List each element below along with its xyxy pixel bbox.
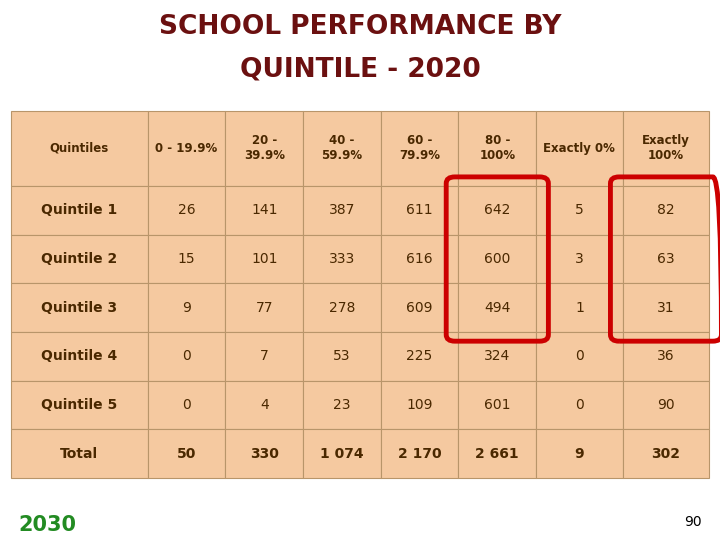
Text: Quintile 5: Quintile 5 bbox=[41, 398, 117, 412]
Text: 278: 278 bbox=[329, 301, 355, 315]
Text: 2 661: 2 661 bbox=[475, 447, 519, 461]
Text: Quintiles: Quintiles bbox=[50, 142, 109, 155]
Text: 63: 63 bbox=[657, 252, 675, 266]
Text: 225: 225 bbox=[407, 349, 433, 363]
Text: 36: 36 bbox=[657, 349, 675, 363]
Text: 53: 53 bbox=[333, 349, 351, 363]
Text: QUINTILE - 2020: QUINTILE - 2020 bbox=[240, 57, 480, 83]
Text: 101: 101 bbox=[251, 252, 277, 266]
Text: 330: 330 bbox=[250, 447, 279, 461]
Text: 82: 82 bbox=[657, 204, 675, 218]
Text: 609: 609 bbox=[406, 301, 433, 315]
Text: 611: 611 bbox=[406, 204, 433, 218]
Text: 60 -
79.9%: 60 - 79.9% bbox=[399, 134, 440, 163]
Text: 90: 90 bbox=[685, 515, 702, 529]
Text: 23: 23 bbox=[333, 398, 351, 412]
Text: 4: 4 bbox=[260, 398, 269, 412]
Text: 0 - 19.9%: 0 - 19.9% bbox=[156, 142, 217, 155]
Text: Quintile 4: Quintile 4 bbox=[41, 349, 117, 363]
Text: 0: 0 bbox=[575, 349, 584, 363]
Text: 600: 600 bbox=[484, 252, 510, 266]
Text: 26: 26 bbox=[178, 204, 195, 218]
Text: 80 -
100%: 80 - 100% bbox=[480, 134, 516, 163]
Text: Exactly
100%: Exactly 100% bbox=[642, 134, 690, 163]
Text: 302: 302 bbox=[652, 447, 680, 461]
Text: Quintile 3: Quintile 3 bbox=[41, 301, 117, 315]
Text: 141: 141 bbox=[251, 204, 277, 218]
Text: 324: 324 bbox=[484, 349, 510, 363]
Text: 77: 77 bbox=[256, 301, 273, 315]
Text: 333: 333 bbox=[329, 252, 355, 266]
Text: 109: 109 bbox=[406, 398, 433, 412]
Text: 9: 9 bbox=[575, 447, 584, 461]
Text: Quintile 1: Quintile 1 bbox=[41, 204, 117, 218]
Text: 90: 90 bbox=[657, 398, 675, 412]
Text: 7: 7 bbox=[260, 349, 269, 363]
Text: 20 -
39.9%: 20 - 39.9% bbox=[243, 134, 284, 163]
Text: 642: 642 bbox=[484, 204, 510, 218]
Text: 15: 15 bbox=[178, 252, 195, 266]
Text: 3: 3 bbox=[575, 252, 584, 266]
Text: 50: 50 bbox=[177, 447, 196, 461]
Text: Quintile 2: Quintile 2 bbox=[41, 252, 117, 266]
Text: 40 -
59.9%: 40 - 59.9% bbox=[321, 134, 362, 163]
Text: 2 170: 2 170 bbox=[397, 447, 441, 461]
Text: 0: 0 bbox=[575, 398, 584, 412]
Text: 616: 616 bbox=[406, 252, 433, 266]
Text: Exactly 0%: Exactly 0% bbox=[544, 142, 616, 155]
Text: 1 074: 1 074 bbox=[320, 447, 364, 461]
Text: 0: 0 bbox=[182, 398, 191, 412]
Text: 0: 0 bbox=[182, 349, 191, 363]
Text: 2030: 2030 bbox=[18, 515, 76, 535]
Text: SCHOOL PERFORMANCE BY: SCHOOL PERFORMANCE BY bbox=[158, 14, 562, 39]
Text: 601: 601 bbox=[484, 398, 510, 412]
Text: 9: 9 bbox=[182, 301, 191, 315]
Text: 494: 494 bbox=[484, 301, 510, 315]
Text: 387: 387 bbox=[329, 204, 355, 218]
Text: 1: 1 bbox=[575, 301, 584, 315]
Text: 5: 5 bbox=[575, 204, 584, 218]
Text: Total: Total bbox=[60, 447, 99, 461]
Text: 31: 31 bbox=[657, 301, 675, 315]
